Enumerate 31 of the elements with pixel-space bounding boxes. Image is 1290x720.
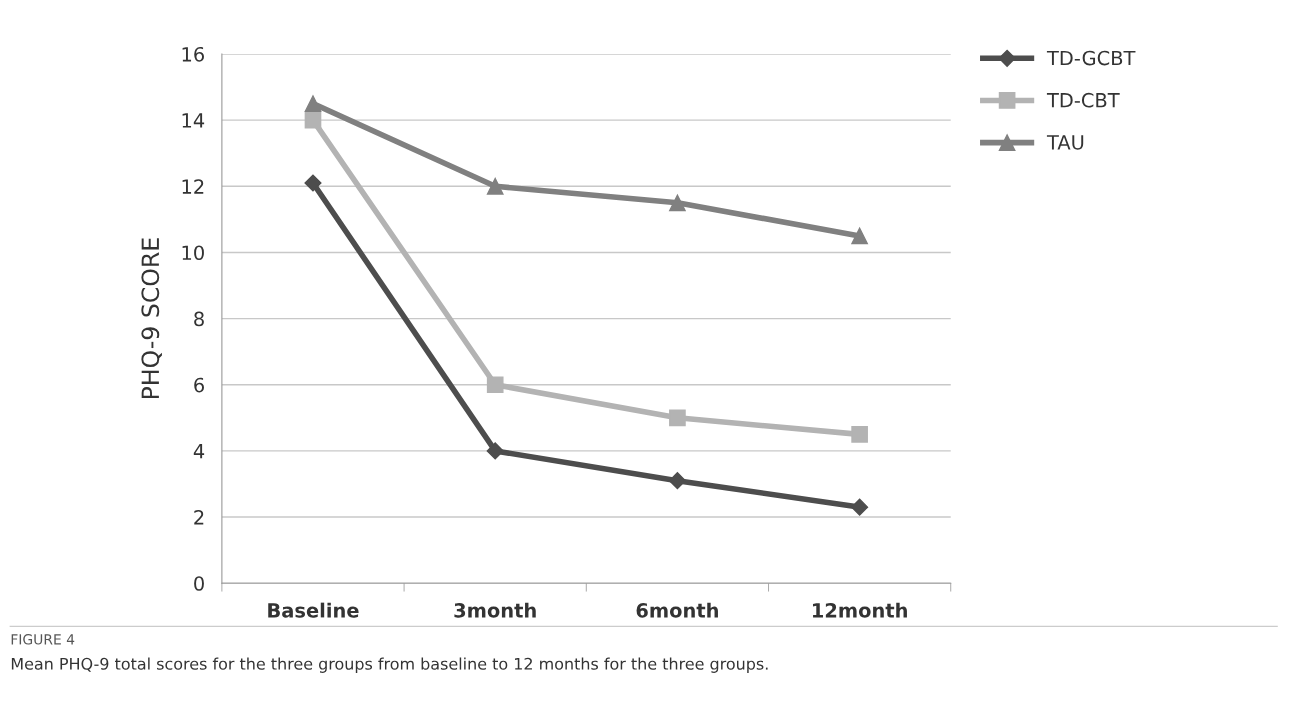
x-tick-label: 6month (636, 602, 718, 618)
point (851, 227, 868, 245)
x-tick-label: 12month (812, 602, 907, 618)
y-tick-label: 0 (194, 576, 204, 591)
y-tick-label: 2 (194, 510, 204, 525)
legend-label: TD-GCBT (1046, 50, 1136, 66)
legend-label: TD-CBT (1046, 92, 1120, 108)
point (304, 174, 322, 192)
y-tick-label: 6 (194, 377, 204, 393)
y-tick-label: 4 (193, 444, 205, 459)
y-tick-label: 8 (194, 311, 204, 327)
y-tick-label: 12 (182, 179, 204, 194)
y-tick-label: 14 (182, 113, 205, 128)
point (669, 409, 686, 427)
x-tick-label: Baseline (268, 602, 359, 618)
point (304, 111, 322, 129)
legend-label: TAU (1046, 135, 1084, 150)
text: Mean PHQ-9 total scores for the three groups from baseline to 12 months for the three groups. (11, 657, 768, 673)
point (669, 194, 686, 212)
point (304, 95, 322, 112)
point (851, 426, 868, 443)
caption: FIGURE 4 (11, 634, 75, 645)
point (851, 498, 869, 516)
x-tick-label: 3month (454, 602, 536, 618)
y-tick-label: 16 (182, 46, 204, 62)
point (668, 472, 686, 490)
point (486, 376, 504, 394)
y-axis-title: PHQ-9 SCORE (141, 238, 162, 399)
y-tick-label: 10 (182, 245, 204, 261)
point (486, 177, 504, 195)
point (486, 442, 504, 460)
